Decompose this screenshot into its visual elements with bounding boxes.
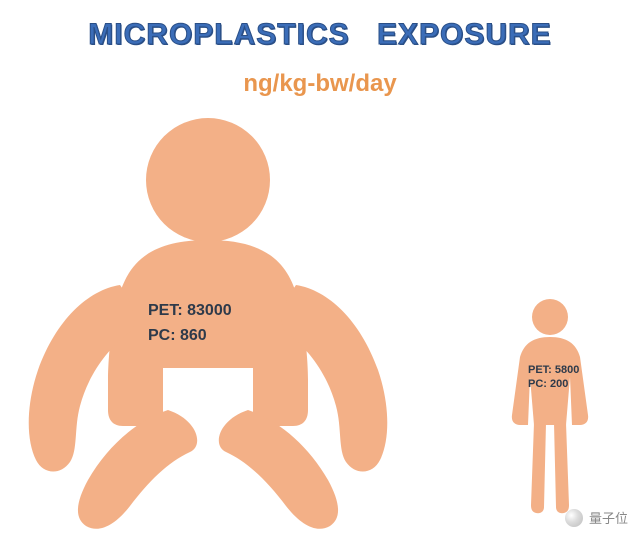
page-title: MICROPLASTICS EXPOSURE <box>0 18 640 52</box>
adult-pc-label: PC: 200 <box>528 378 568 390</box>
adult-pet-label: PET: 5800 <box>528 364 579 376</box>
baby-figure: PET: 83000 PC: 860 <box>8 110 408 530</box>
watermark-icon <box>565 509 583 527</box>
watermark-text: 量子位 <box>589 508 628 527</box>
baby-pet-label: PET: 83000 <box>148 302 232 319</box>
page-subtitle: ng/kg-bw/day <box>0 70 640 98</box>
baby-icon: PET: 83000 PC: 860 <box>8 110 408 530</box>
adult-figure: PET: 5800 PC: 200 <box>490 295 610 515</box>
adult-icon: PET: 5800 PC: 200 <box>490 295 610 515</box>
watermark: 量子位 <box>565 508 628 527</box>
baby-pc-label: PC: 860 <box>148 327 207 344</box>
